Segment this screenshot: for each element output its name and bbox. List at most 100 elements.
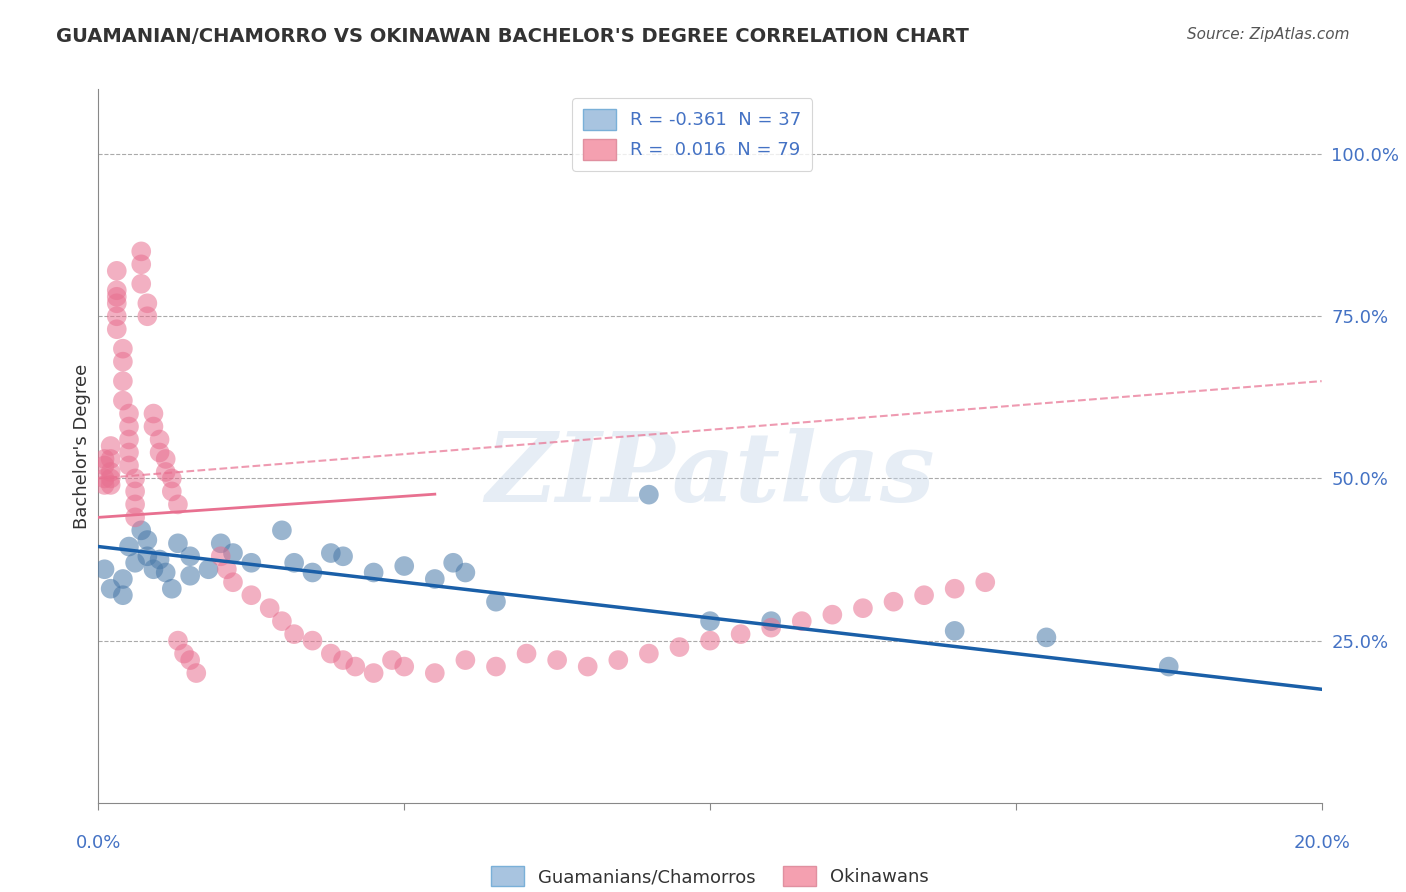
Point <box>105 296 128 310</box>
Point <box>759 614 782 628</box>
Point <box>699 614 721 628</box>
Point <box>93 478 115 492</box>
Point <box>167 497 190 511</box>
Point <box>259 601 281 615</box>
Point <box>142 419 165 434</box>
Point <box>105 322 128 336</box>
Point <box>124 484 146 499</box>
Point <box>179 549 201 564</box>
Point <box>93 562 115 576</box>
Point <box>160 582 183 596</box>
Point <box>136 296 159 310</box>
Point <box>100 465 122 479</box>
Point <box>1035 631 1057 645</box>
Point <box>93 452 115 467</box>
Point <box>270 614 292 628</box>
Point <box>129 244 152 259</box>
Point <box>344 659 367 673</box>
Point <box>363 566 385 580</box>
Point <box>637 647 661 661</box>
Point <box>240 588 263 602</box>
Point <box>129 524 152 538</box>
Point <box>167 633 190 648</box>
Point <box>240 556 263 570</box>
Point <box>215 562 238 576</box>
Text: 0.0%: 0.0% <box>76 834 121 852</box>
Point <box>105 310 128 324</box>
Point <box>173 647 195 661</box>
Point <box>124 471 146 485</box>
Point <box>197 562 219 576</box>
Point <box>111 588 134 602</box>
Point <box>943 624 966 638</box>
Text: GUAMANIAN/CHAMORRO VS OKINAWAN BACHELOR'S DEGREE CORRELATION CHART: GUAMANIAN/CHAMORRO VS OKINAWAN BACHELOR'… <box>56 27 969 45</box>
Point <box>301 633 323 648</box>
Y-axis label: Bachelor's Degree: Bachelor's Degree <box>73 363 91 529</box>
Point <box>790 614 813 628</box>
Point <box>883 595 905 609</box>
Point <box>270 524 292 538</box>
Point <box>637 488 661 502</box>
Point <box>381 653 404 667</box>
Point <box>111 393 134 408</box>
Legend: Guamanians/Chamorros, Okinawans: Guamanians/Chamorros, Okinawans <box>484 858 936 892</box>
Point <box>668 640 690 654</box>
Point <box>730 627 752 641</box>
Point <box>392 559 416 574</box>
Point <box>93 471 115 485</box>
Point <box>1157 659 1180 673</box>
Point <box>179 568 201 582</box>
Point <box>155 566 177 580</box>
Point <box>149 433 172 447</box>
Point <box>454 566 477 580</box>
Point <box>149 552 172 566</box>
Point <box>160 484 183 499</box>
Point <box>100 439 122 453</box>
Point <box>111 374 134 388</box>
Point <box>105 264 128 278</box>
Point <box>118 458 141 473</box>
Point <box>160 471 183 485</box>
Text: 20.0%: 20.0% <box>1294 834 1350 852</box>
Point <box>155 452 177 467</box>
Point <box>516 647 538 661</box>
Point <box>974 575 997 590</box>
Point <box>759 621 782 635</box>
Point <box>111 572 134 586</box>
Point <box>100 452 122 467</box>
Text: Source: ZipAtlas.com: Source: ZipAtlas.com <box>1187 27 1350 42</box>
Point <box>912 588 935 602</box>
Point <box>167 536 190 550</box>
Point <box>136 549 159 564</box>
Point <box>283 556 305 570</box>
Point <box>222 546 245 560</box>
Point <box>142 407 165 421</box>
Point <box>179 653 201 667</box>
Point <box>186 666 208 681</box>
Point <box>118 433 141 447</box>
Point <box>546 653 568 667</box>
Point <box>129 277 152 291</box>
Point <box>301 566 323 580</box>
Point <box>124 556 146 570</box>
Point <box>485 659 508 673</box>
Point <box>821 607 844 622</box>
Point <box>142 562 165 576</box>
Point <box>118 407 141 421</box>
Point <box>332 549 354 564</box>
Point <box>100 582 122 596</box>
Point <box>124 497 146 511</box>
Point <box>105 283 128 297</box>
Point <box>124 510 146 524</box>
Point <box>392 659 416 673</box>
Point <box>118 540 141 554</box>
Point <box>100 478 122 492</box>
Point <box>93 458 115 473</box>
Point <box>423 666 446 681</box>
Point <box>485 595 508 609</box>
Point <box>111 342 134 356</box>
Point <box>209 549 232 564</box>
Point <box>441 556 464 570</box>
Point <box>319 546 342 560</box>
Point <box>149 445 172 459</box>
